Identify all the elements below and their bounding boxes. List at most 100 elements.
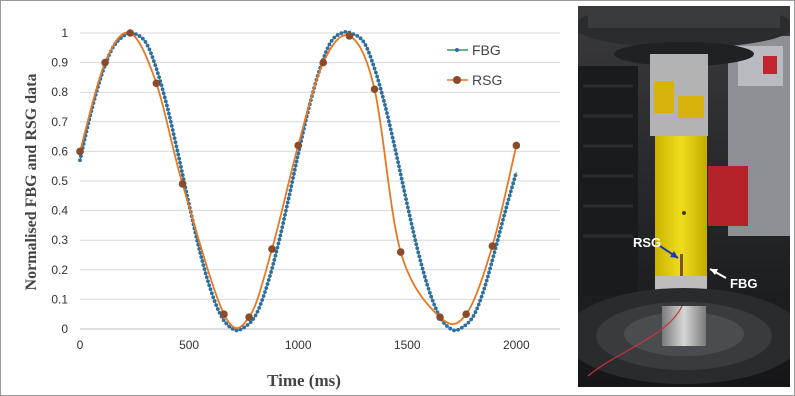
legend-rsg-marker (453, 76, 461, 84)
fbg-point (445, 324, 449, 328)
fbg-point (212, 299, 217, 304)
legend-rsg-label: RSG (472, 72, 502, 88)
fbg-point (365, 46, 370, 51)
fbg-point (155, 71, 160, 75)
fbg-point (508, 189, 513, 194)
rsg-point (220, 310, 228, 319)
fbg-point (412, 234, 417, 238)
fbg-point (293, 163, 298, 168)
fbg-point (417, 254, 422, 259)
fbg-point (284, 208, 288, 213)
fbg-point (421, 270, 426, 275)
fbg-point (406, 209, 411, 214)
fbg-point (418, 258, 423, 263)
chart-svg: 0 0.1 0.2 0.3 0.4 0.5 0.6 0.7 0.8 0.9 1 0 500 1000 15… (23, 26, 560, 390)
rsg-point (396, 248, 405, 256)
fbg-point (284, 204, 289, 209)
fbg-point (394, 152, 399, 156)
fbg-point (473, 310, 478, 315)
fbg-point (491, 254, 496, 259)
fbg-point (214, 303, 219, 307)
fbg-point (343, 30, 348, 34)
fbg-point (174, 144, 179, 149)
fbg-point (427, 290, 432, 295)
x-axis-title: Time (ms) (267, 371, 341, 390)
fbg-point (290, 180, 295, 184)
fbg-point (133, 32, 138, 37)
fbg-point (386, 115, 390, 120)
fbg-point (199, 255, 204, 259)
fbg-point (275, 245, 280, 250)
fbg-point (430, 298, 435, 303)
photo-label-fbg: FBG (730, 276, 758, 291)
fbg-point (387, 119, 391, 124)
fbg-point (511, 181, 516, 186)
fbg-point (393, 147, 398, 152)
fbg-point (168, 119, 173, 124)
fbg-point (420, 266, 425, 271)
fbg-point (266, 278, 271, 282)
fbg-point (159, 83, 164, 88)
fbg-point (202, 267, 207, 272)
fbg-point (475, 306, 480, 311)
fbg-point (335, 33, 340, 37)
fbg-point (178, 160, 182, 165)
fbg-point (198, 251, 203, 255)
fbg-point (481, 290, 485, 295)
fbg-point (410, 225, 415, 230)
rsg-gauge (680, 254, 683, 278)
fbg-point (167, 111, 171, 116)
red-switch-icon (763, 56, 777, 74)
fbg-point (176, 152, 181, 157)
fbg-point (161, 91, 166, 96)
rsg-point (101, 58, 109, 67)
fbg-point (367, 50, 371, 55)
fbg-point (429, 294, 434, 299)
fbg-point (274, 249, 279, 254)
y-tick-label: 1 (61, 26, 68, 40)
photo-label-rsg: RSG (633, 235, 662, 250)
fbg-point (288, 188, 293, 193)
fbg-point (513, 173, 518, 178)
fbg-point (248, 320, 253, 325)
fbg-point (407, 213, 412, 218)
fbg-point (432, 302, 437, 307)
fbg-point (203, 271, 208, 276)
fbg-point (505, 201, 510, 206)
fbg-point (234, 328, 239, 333)
fbg-point (175, 148, 180, 153)
rsg-point (345, 32, 354, 40)
fbg-point (280, 225, 285, 230)
specimen-photo: RSG FBG (578, 6, 790, 387)
rsg-point (462, 310, 470, 319)
y-tick-label: 0.5 (51, 174, 68, 188)
fbg-point (485, 274, 490, 279)
fbg-point (512, 177, 517, 182)
x-tick-label: 500 (179, 338, 199, 352)
x-tick-label: 2000 (503, 338, 530, 352)
fbg-point (201, 263, 206, 268)
legend-fbg-marker (455, 48, 459, 52)
rsg-point (152, 79, 161, 88)
y-tick-label: 0 (61, 322, 68, 336)
fbg-point (371, 62, 376, 67)
fbg-point (397, 168, 402, 173)
rsg-point (436, 313, 444, 321)
fbg-point (378, 86, 383, 91)
fbg-point (162, 95, 167, 100)
fbg-point (380, 94, 385, 99)
fbg-point (170, 128, 175, 132)
x-tick-label: 1500 (394, 338, 421, 352)
fbg-point (372, 66, 377, 71)
fbg-point (448, 326, 453, 331)
line-chart: 0 0.1 0.2 0.3 0.4 0.5 0.6 0.7 0.8 0.9 1 0 500 1000 15… (23, 26, 560, 390)
y-tick-label: 0.9 (51, 56, 68, 70)
fbg-point (261, 294, 266, 298)
fbg-point (271, 261, 276, 266)
x-tick-labels: 0 500 1000 1500 2000 (77, 338, 530, 352)
fbg-point (402, 189, 407, 193)
fbg-point (272, 257, 277, 262)
fbg-point (327, 42, 332, 47)
fbg-point (405, 205, 410, 210)
fbg-point (137, 34, 142, 38)
